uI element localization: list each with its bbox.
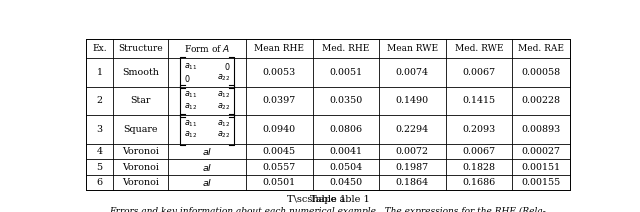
Text: $a_{22}$: $a_{22}$ — [217, 101, 230, 112]
Text: 0.0072: 0.0072 — [396, 147, 429, 156]
Text: Errors and key information about each numerical example.  The expressions for th: Errors and key information about each nu… — [109, 207, 547, 212]
Text: 0.1415: 0.1415 — [462, 96, 495, 105]
Text: 0.00027: 0.00027 — [522, 147, 561, 156]
Text: Ex.: Ex. — [92, 44, 107, 53]
Text: 0.00058: 0.00058 — [522, 68, 561, 77]
Text: 0.0053: 0.0053 — [262, 68, 296, 77]
Text: 0.00893: 0.00893 — [522, 125, 561, 134]
Text: Structure: Structure — [118, 44, 163, 53]
Text: 0.0397: 0.0397 — [262, 96, 296, 105]
Text: $a_{12}$: $a_{12}$ — [217, 90, 230, 100]
Text: $a_{12}$: $a_{12}$ — [184, 101, 197, 112]
Text: Voronoi: Voronoi — [122, 147, 159, 156]
Text: 0.0806: 0.0806 — [329, 125, 362, 134]
Text: Voronoi: Voronoi — [122, 178, 159, 187]
Text: 0.1490: 0.1490 — [396, 96, 429, 105]
Text: 0.0067: 0.0067 — [462, 68, 495, 77]
Text: $0$: $0$ — [184, 73, 190, 84]
Text: $a_{11}$: $a_{11}$ — [184, 61, 197, 72]
Text: $a_{22}$: $a_{22}$ — [217, 73, 230, 83]
Text: 0.0074: 0.0074 — [396, 68, 429, 77]
Text: T\scshape able 1: T\scshape able 1 — [287, 195, 369, 204]
Text: $a_{22}$: $a_{22}$ — [217, 130, 230, 141]
Text: 0.0504: 0.0504 — [329, 163, 362, 172]
Text: 0.1987: 0.1987 — [396, 163, 429, 172]
Text: 2: 2 — [97, 96, 102, 105]
Text: 0.1864: 0.1864 — [396, 178, 429, 187]
Text: Med. RHE: Med. RHE — [322, 44, 369, 53]
Text: 5: 5 — [97, 163, 102, 172]
Text: 0.1686: 0.1686 — [462, 178, 495, 187]
Text: Voronoi: Voronoi — [122, 163, 159, 172]
Text: $0$: $0$ — [224, 61, 230, 72]
Text: Table 1: Table 1 — [310, 195, 346, 204]
Text: Square: Square — [124, 125, 158, 134]
Text: 0.0350: 0.0350 — [329, 96, 362, 105]
Text: $aI$: $aI$ — [202, 177, 212, 188]
Text: 0.0067: 0.0067 — [462, 147, 495, 156]
Text: Smooth: Smooth — [122, 68, 159, 77]
Text: 4: 4 — [97, 147, 102, 156]
Text: Mean RHE: Mean RHE — [254, 44, 304, 53]
Text: 6: 6 — [97, 178, 102, 187]
Text: 0.0051: 0.0051 — [329, 68, 362, 77]
Text: 0.0450: 0.0450 — [329, 178, 362, 187]
Text: 0.0041: 0.0041 — [329, 147, 362, 156]
Text: $a_{12}$: $a_{12}$ — [217, 119, 230, 129]
Text: 3: 3 — [97, 125, 102, 134]
Text: 0.2294: 0.2294 — [396, 125, 429, 134]
Text: 0.00228: 0.00228 — [522, 96, 561, 105]
Text: $aI$: $aI$ — [202, 162, 212, 173]
Text: 0.2093: 0.2093 — [462, 125, 495, 134]
Text: 0.00155: 0.00155 — [522, 178, 561, 187]
Text: 0.0557: 0.0557 — [262, 163, 296, 172]
Text: 1: 1 — [97, 68, 102, 77]
Text: $a_{11}$: $a_{11}$ — [184, 90, 197, 100]
Text: 0.00151: 0.00151 — [522, 163, 561, 172]
Text: 0.1828: 0.1828 — [462, 163, 495, 172]
Text: 0.0501: 0.0501 — [262, 178, 296, 187]
Text: Star: Star — [131, 96, 151, 105]
Text: 0.0045: 0.0045 — [262, 147, 296, 156]
Text: 0.0940: 0.0940 — [262, 125, 296, 134]
Text: Med. RAE: Med. RAE — [518, 44, 564, 53]
Text: $a_{11}$: $a_{11}$ — [184, 119, 197, 129]
Text: $a_{12}$: $a_{12}$ — [184, 130, 197, 141]
Text: Med. RWE: Med. RWE — [454, 44, 503, 53]
Text: $aI$: $aI$ — [202, 146, 212, 157]
Text: Mean RWE: Mean RWE — [387, 44, 438, 53]
Text: Form of $A$: Form of $A$ — [184, 43, 230, 54]
